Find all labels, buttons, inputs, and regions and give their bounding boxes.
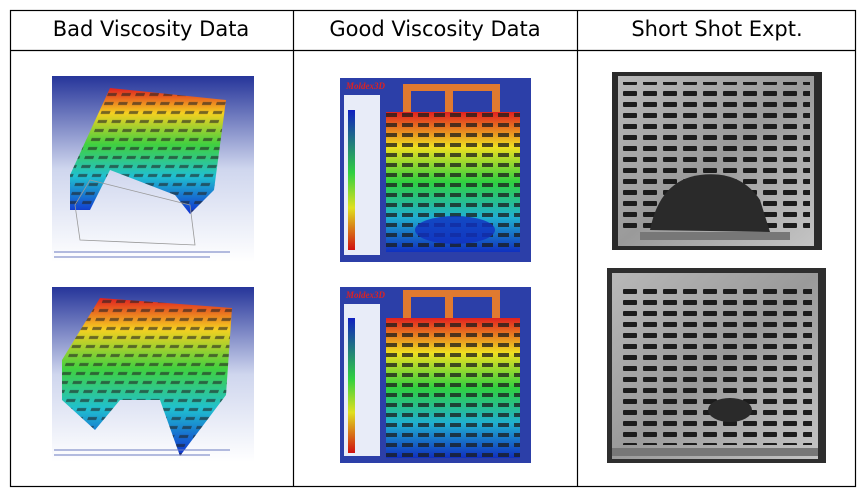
simulation-image: Moldex3D [340, 287, 531, 463]
column-header: Good Viscosity Data [329, 17, 540, 41]
column-header: Bad Viscosity Data [53, 17, 250, 41]
table-grid [9, 9, 857, 488]
simulation-image: Moldex3D [340, 78, 531, 262]
brand-label: Moldex3D [345, 81, 385, 91]
column-header: Short Shot Expt. [631, 17, 802, 41]
simulation-image [52, 287, 254, 462]
photo [612, 72, 822, 250]
brand-label: Moldex3D [345, 290, 385, 300]
photo [607, 268, 826, 463]
simulation-image [52, 76, 254, 262]
